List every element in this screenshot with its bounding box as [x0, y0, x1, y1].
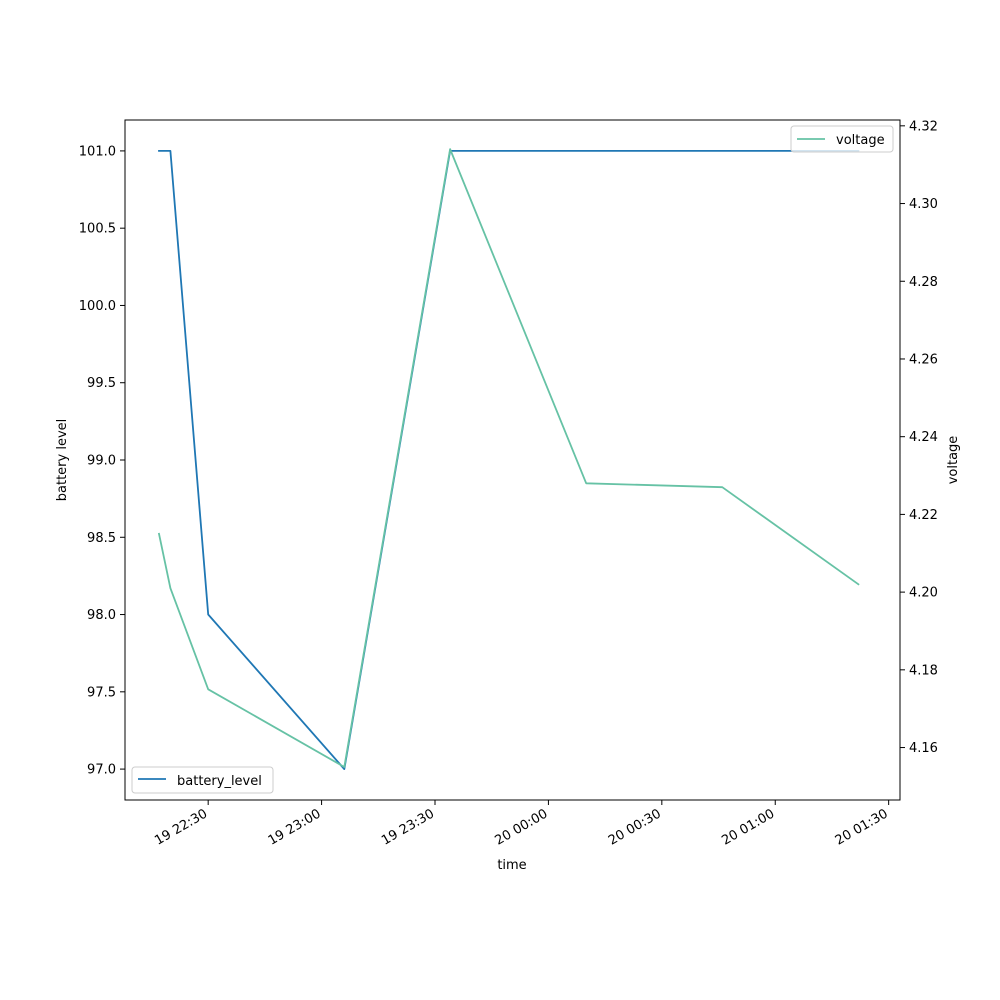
series-line-voltage — [157, 148, 860, 768]
y-left-tick-label: 97.5 — [87, 685, 116, 700]
legend-label-battery-level: battery_level — [177, 774, 262, 789]
y-right-tick-label: 4.16 — [909, 741, 938, 756]
y-left-tick-label: 97.0 — [87, 763, 116, 778]
y-left-tick-label: 100.5 — [79, 222, 116, 237]
y-right-tick-label: 4.32 — [909, 119, 938, 134]
y-left-tick-label: 98.0 — [87, 608, 116, 623]
y-right-tick-label: 4.28 — [909, 275, 938, 290]
y-right-tick-label: 4.26 — [909, 352, 938, 367]
y-left-tick-label: 100.0 — [79, 299, 116, 314]
y-left-tick-label: 98.5 — [87, 531, 116, 546]
legend-voltage: voltage — [790, 125, 894, 153]
y-left-tick-label: 99.5 — [87, 376, 116, 391]
y-left-tick-label: 101.0 — [79, 144, 116, 159]
legend-battery-level: battery_level — [131, 766, 274, 794]
y-right-tick-label: 4.22 — [909, 508, 938, 523]
x-axis-label: time — [497, 858, 526, 873]
y-right-tick-label: 4.24 — [909, 430, 938, 445]
y-axis-label-right: voltage — [946, 436, 961, 485]
series-layer — [157, 148, 860, 770]
legend-frame — [131, 766, 274, 794]
y-right-tick-label: 4.20 — [909, 586, 938, 601]
y-axis-label-left: battery level — [55, 419, 70, 502]
y-right-tick-label: 4.30 — [909, 197, 938, 212]
legend-frame — [790, 125, 894, 153]
legend-label-voltage: voltage — [836, 133, 885, 148]
y-left-tick-label: 99.0 — [87, 454, 116, 469]
y-right-tick-label: 4.18 — [909, 663, 938, 678]
